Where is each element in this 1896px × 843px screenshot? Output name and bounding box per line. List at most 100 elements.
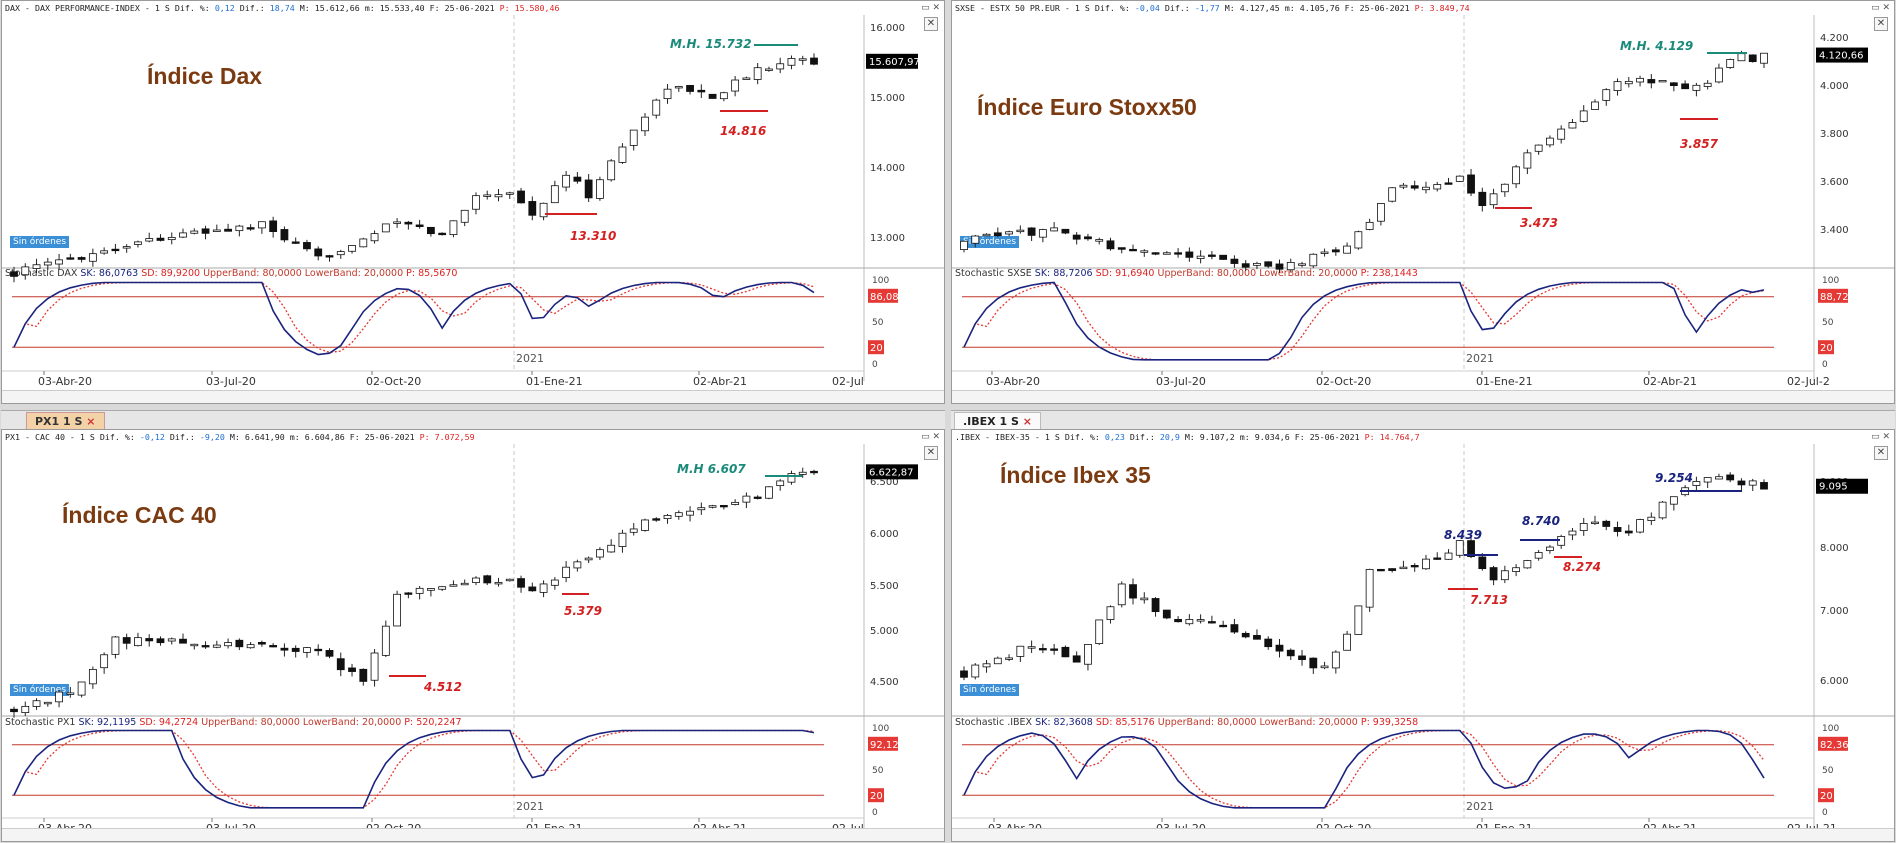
candle [291,241,300,244]
candle [257,641,266,645]
candle [1072,234,1081,240]
candle [1489,193,1498,206]
candle [404,592,413,595]
candle [1005,231,1013,235]
candle [269,645,278,648]
sin-ordenes-badge[interactable]: Sin órdenes [960,684,1020,696]
candle [982,233,991,237]
chart-title: Índice CAC 40 [62,502,217,528]
close-icon[interactable]: ✕ [1874,446,1888,460]
price-annotation: 9.254 [1655,471,1693,485]
sin-ordenes-badge[interactable]: Sin órdenes [10,236,70,248]
candle [179,638,187,644]
tab-px1[interactable]: PX1 1 S ⨯ [26,412,105,431]
candle [753,496,762,499]
candlestick-chart[interactable]: 2021 16.000 15.000 14.000 13.000 15.607,97 M.H… [2,1,945,404]
candle [190,643,199,647]
horizontal-scrollbar[interactable] [952,390,1894,403]
candle [1241,632,1250,638]
y-tick-label: 8.000 [1820,543,1849,554]
candle [1084,644,1092,665]
window-controls-icon[interactable]: ▭ ✕ [921,3,940,13]
candle [1658,501,1667,519]
window-controls-icon[interactable]: ▭ ✕ [1871,432,1890,442]
candle [449,220,458,236]
candle [663,515,672,520]
candle [1715,67,1723,83]
dax-chart-window[interactable]: DAX - DAX PERFORMANCE-INDEX - 1 S Dif. %… [1,0,945,404]
candle [1737,480,1746,486]
stoch-tick-label: 50 [1822,766,1834,776]
close-icon[interactable]: ⨯ [86,415,96,428]
x-tick-label: 01-Ene-21 [526,375,583,388]
close-icon[interactable]: ✕ [924,446,938,460]
candle [1354,231,1363,249]
candle [472,195,480,210]
stoch-sd-line [963,729,1765,809]
candle [201,645,210,648]
cac40-chart-window[interactable]: PX1 - CAC 40 - 1 S Dif. %: -0,12 Dif.: -… [1,429,945,842]
candle [43,701,52,705]
candle [719,505,728,508]
candle [1489,567,1498,581]
x-tick-label: 02-Abr-21 [1643,375,1697,388]
candle [618,146,627,163]
candle [1478,556,1487,570]
last-price-box [1816,47,1868,63]
candle [325,255,334,258]
close-icon[interactable]: ✕ [1874,17,1888,31]
candle [674,86,683,89]
window-controls-icon[interactable]: ▭ ✕ [1871,3,1890,13]
candle [1106,606,1115,620]
tab-ibex[interactable]: .IBEX 1 S ⨯ [954,412,1041,431]
candle [607,544,616,553]
candle [731,79,740,92]
lower-band-box [1818,340,1834,355]
candle [1422,558,1430,570]
y-tick-label: 6.500 [870,477,899,488]
candle [765,68,773,71]
sin-ordenes-badge[interactable]: Sin órdenes [10,684,70,696]
candle [1500,570,1509,581]
candle [798,58,807,61]
candle [1117,247,1126,250]
lower-band-value: 20 [1820,791,1833,802]
candle [224,642,232,647]
stoch-tick-label: 0 [1822,808,1828,818]
candle [21,266,30,276]
horizontal-scrollbar[interactable] [2,828,944,841]
x-tick-label: 02-Oct-20 [366,375,421,388]
candle [1309,253,1318,267]
horizontal-scrollbar[interactable] [2,390,944,403]
close-icon[interactable]: ⨯ [1022,415,1032,428]
candle [584,557,593,561]
candle [960,240,968,251]
candle [66,692,75,695]
candle [1703,82,1712,87]
candle [1331,651,1340,669]
candle [1253,262,1261,266]
candle [1320,665,1329,669]
price-annotation: 4.512 [423,680,462,694]
candle [1422,186,1430,191]
stoch-tick-label: 100 [1822,724,1839,734]
candle [1760,482,1768,490]
candle [1444,182,1453,185]
price-annotation: 7.713 [1470,593,1508,607]
candle [1005,657,1013,660]
px1-quote-header: PX1 - CAC 40 - 1 S Dif. %: -0,12 Dif.: -… [5,432,475,442]
candlestick-chart[interactable]: 20219.0008.0007.0006.0009.0959.2548.7408… [952,430,1895,842]
candle [584,179,593,199]
x-tick-label: 01-Ene-21 [1476,375,1533,388]
candle [798,471,807,475]
candle [787,58,796,66]
close-icon[interactable]: ✕ [924,17,938,31]
ibex35-chart-window[interactable]: .IBEX - IBEX-35 - 1 S Dif. %: 0,23 Dif.:… [951,429,1895,842]
horizontal-scrollbar[interactable] [952,828,1894,841]
candlestick-chart[interactable]: 2021 4.200 4.000 3.800 3.600 3.400 4.120,66 M.H… [952,1,1895,404]
window-controls-icon[interactable]: ▭ ✕ [921,432,940,442]
candlestick-chart[interactable]: 2021 6.500 6.000 5.500 5.000 4.500 6.622,87 M.H… [2,430,945,842]
candle [1117,583,1126,606]
candle [494,582,503,585]
sxse-chart-window[interactable]: SXSE - ESTX 50 PR.EUR - 1 S Dif. %: -0,0… [951,0,1895,404]
